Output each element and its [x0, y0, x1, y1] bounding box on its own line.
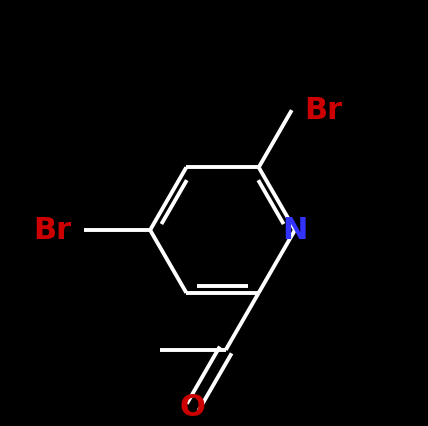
Text: N: N: [282, 216, 308, 245]
Text: Br: Br: [305, 96, 343, 125]
Text: O: O: [180, 393, 205, 422]
Text: Br: Br: [33, 216, 71, 245]
